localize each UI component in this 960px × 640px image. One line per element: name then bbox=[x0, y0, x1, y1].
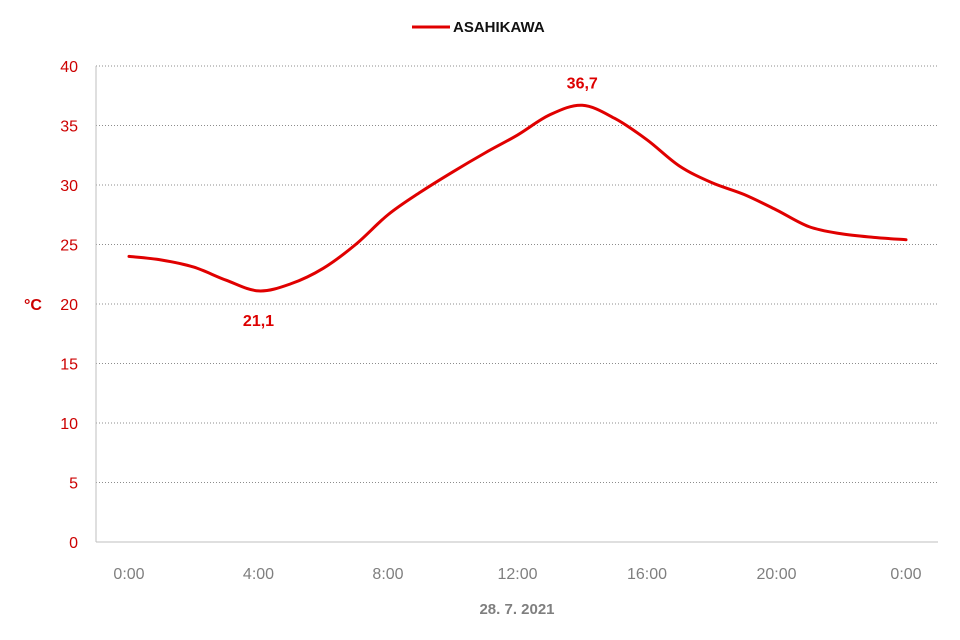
axes bbox=[95, 66, 938, 543]
y-tick-label: 20 bbox=[60, 297, 78, 314]
x-tick-label: 8:00 bbox=[372, 566, 403, 583]
data-label: 21,1 bbox=[243, 313, 274, 330]
series-lines bbox=[127, 103, 908, 293]
gridlines bbox=[96, 65, 938, 483]
data-labels: 21,1 36,7 bbox=[243, 75, 598, 330]
x-tick-label: 4:00 bbox=[243, 566, 274, 583]
x-tick-label: 16:00 bbox=[627, 566, 667, 583]
x-tick-label: 20:00 bbox=[756, 566, 796, 583]
legend-label-asahikawa: ASAHIKAWA bbox=[453, 19, 545, 36]
x-tick-label: 0:00 bbox=[113, 566, 144, 583]
legend: ASAHIKAWA bbox=[412, 19, 545, 36]
y-axis-label: °C bbox=[24, 297, 42, 314]
y-tick-label: 30 bbox=[60, 178, 78, 195]
y-tick-label: 5 bbox=[69, 476, 78, 493]
y-axis-ticks: 0 5 10 15 20 25 30 35 40 bbox=[60, 59, 78, 552]
y-tick-label: 0 bbox=[69, 535, 78, 552]
data-label: 36,7 bbox=[567, 75, 598, 92]
y-tick-label: 15 bbox=[60, 357, 78, 374]
y-tick-label: 10 bbox=[60, 416, 78, 433]
x-axis-ticks: 0:00 4:00 8:00 12:00 16:00 20:00 0:00 bbox=[113, 566, 921, 583]
y-tick-label: 35 bbox=[60, 119, 78, 136]
y-tick-label: 25 bbox=[60, 238, 78, 255]
series-line-asahikawa bbox=[127, 103, 908, 293]
x-axis-label: 28. 7. 2021 bbox=[479, 601, 554, 618]
y-tick-label: 40 bbox=[60, 59, 78, 76]
x-tick-label: 12:00 bbox=[497, 566, 537, 583]
x-tick-label: 0:00 bbox=[890, 566, 921, 583]
